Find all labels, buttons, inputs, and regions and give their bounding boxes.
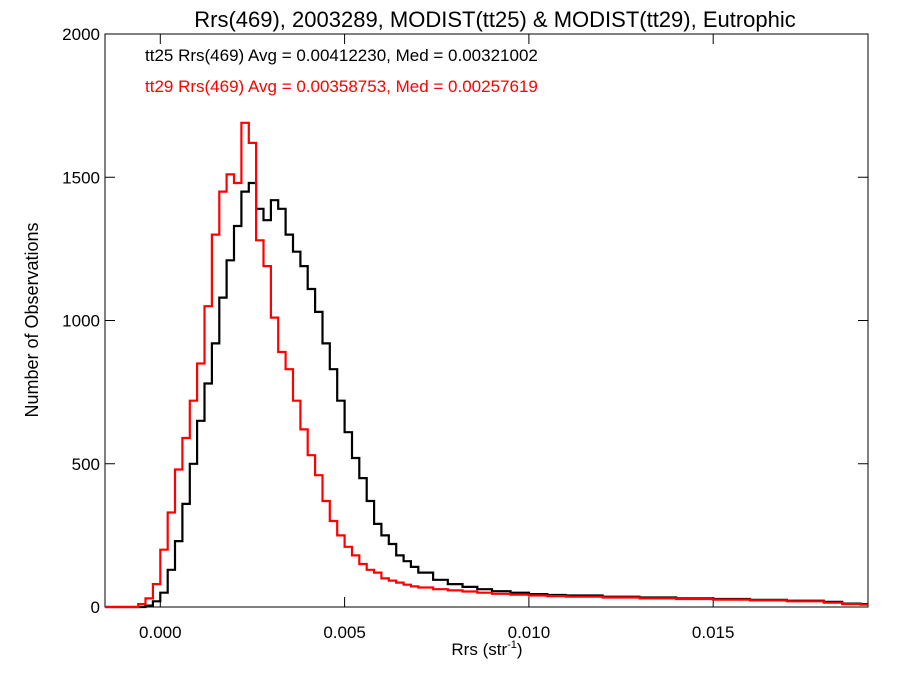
- x-axis-ticks: 0.000 0.005 0.010 0.015: [139, 34, 734, 642]
- series-line-tt29: [105, 121, 868, 609]
- x-axis-label-close: ): [517, 640, 523, 659]
- x-axis-label-exponent: -1: [507, 639, 517, 651]
- y-tick-label: 2000: [62, 25, 100, 44]
- y-axis-ticks: 0 500 1000 1500 2000: [62, 25, 868, 617]
- y-axis-label: Number of Observations: [22, 222, 42, 417]
- y-tick-label: 500: [72, 455, 100, 474]
- x-tick-label: 0.000: [139, 623, 182, 642]
- x-tick-label: 0.005: [323, 623, 366, 642]
- y-tick-label: 1500: [62, 168, 100, 187]
- series-line-tt25: [105, 181, 868, 609]
- y-tick-label: 1000: [62, 312, 100, 331]
- chart-title: Rrs(469), 2003289, MODIST(tt25) & MODIST…: [194, 7, 796, 32]
- y-tick-label: 0: [91, 598, 100, 617]
- series-annotation-tt25: tt25 Rrs(469) Avg = 0.00412230, Med = 0.…: [145, 46, 538, 65]
- x-axis-label-text: Rrs (str: [451, 640, 507, 659]
- x-tick-label: 0.015: [692, 623, 735, 642]
- x-axis-label: Rrs (str-1): [451, 639, 522, 659]
- series-annotation-tt29: tt29 Rrs(469) Avg = 0.00358753, Med = 0.…: [145, 77, 538, 96]
- series-lines: [105, 121, 868, 609]
- x-tick-label: 0.010: [508, 623, 551, 642]
